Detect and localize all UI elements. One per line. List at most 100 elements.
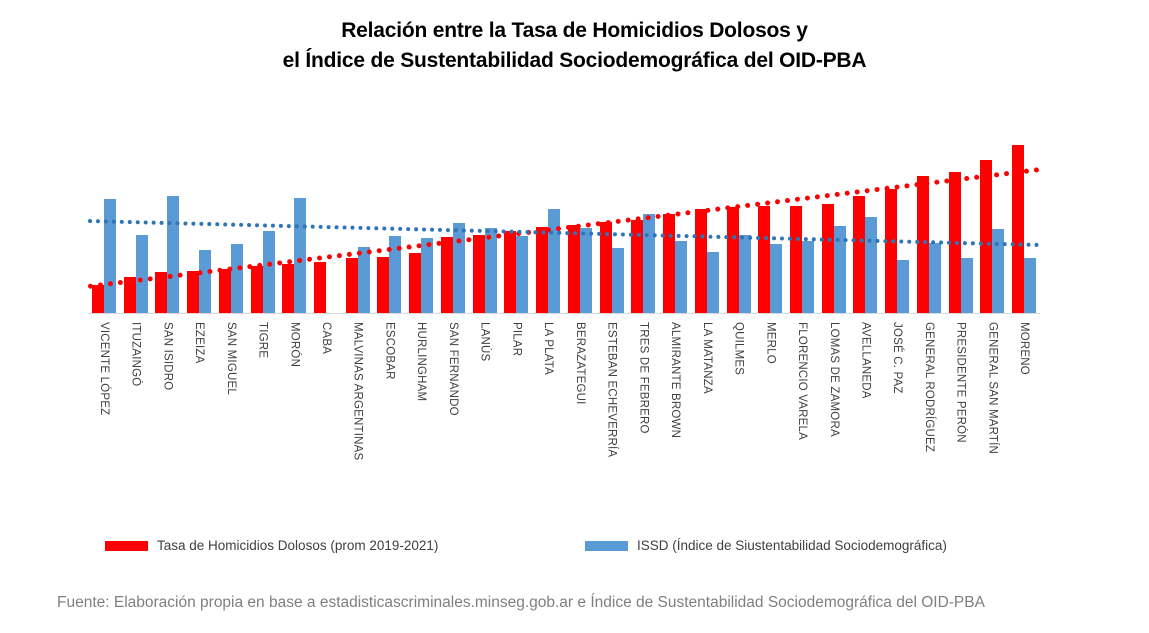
bar-homicidios — [282, 264, 295, 313]
bar-issd — [199, 250, 212, 313]
bar-homicidios — [885, 189, 898, 313]
bar-homicidios — [758, 206, 771, 313]
x-axis-label: FLORENCIO VARELA — [796, 322, 809, 441]
x-axis-label-cell: MORÓN — [278, 314, 310, 460]
bar-issd — [643, 214, 656, 313]
x-axis-label-cell: HURLINGHAM — [405, 314, 437, 460]
category-cell — [818, 130, 850, 313]
plot-area: VICENTE LÓPEZ ITUZAINGÓ SAN ISIDRO EZEIZA SA… — [87, 130, 1041, 460]
category-cell — [88, 130, 120, 313]
x-axis-label-cell: FLORENCIO VARELA — [786, 314, 818, 460]
bar-issd — [770, 244, 783, 313]
bar-homicidios — [790, 206, 803, 313]
bar-issd — [230, 244, 243, 313]
bar-issd — [135, 235, 148, 313]
category-cell — [627, 130, 659, 313]
category-cell — [183, 130, 215, 313]
bar-homicidios — [1012, 145, 1025, 313]
x-axis-label-cell: PRESIDENTE PERÓN — [945, 314, 977, 460]
x-axis-line — [88, 130, 1040, 314]
bar-homicidios — [314, 262, 326, 313]
x-axis-label-cell: ESTEBAN ECHEVERRÍA — [596, 314, 628, 460]
category-cell — [501, 130, 533, 313]
bar-issd — [103, 199, 116, 313]
category-cell — [374, 130, 406, 313]
category-cell — [850, 130, 882, 313]
x-axis-label: LA MATANZA — [700, 322, 713, 394]
bar-issd — [897, 260, 910, 313]
bar-issd — [484, 228, 497, 313]
x-axis-label: MORÓN — [288, 322, 301, 368]
bar-homicidios — [916, 176, 929, 313]
title-line-2: el Índice de Sustentabilidad Sociodemogr… — [282, 49, 867, 72]
x-axis-label: GENERAL SAN MARTÍN — [986, 322, 999, 455]
legend-label-issd: ISSD (Índice de Siustentabilidad Sociode… — [637, 538, 947, 553]
bar-homicidios — [91, 285, 104, 313]
x-axis-label: BERAZATEGUI — [573, 322, 586, 405]
source-note: Fuente: Elaboración propia en base a est… — [57, 594, 985, 611]
x-axis-label-cell: EZEIZA — [183, 314, 215, 460]
bar-homicidios — [123, 277, 136, 313]
category-cell — [1008, 130, 1040, 313]
x-axis-label-cell: AVELLANEDA — [850, 314, 882, 460]
bar-homicidios — [187, 271, 200, 313]
category-cell — [881, 130, 913, 313]
legend-item-homicidios: Tasa de Homicidios Dolosos (prom 2019-20… — [105, 538, 438, 553]
x-axis-label: MERLO — [764, 322, 777, 364]
x-axis-label-cell: PILAR — [501, 314, 533, 460]
category-cell — [659, 130, 691, 313]
x-axis-label: ITUZAINGÓ — [129, 322, 142, 387]
bar-issd — [738, 235, 751, 313]
legend-swatch-homicidios — [105, 540, 148, 551]
x-axis-label: AVELLANEDA — [859, 322, 872, 399]
x-axis-label-cell: MERLO — [754, 314, 786, 460]
bars-layer — [87, 130, 1041, 314]
x-axis-label: CABA — [320, 322, 332, 355]
category-cell — [342, 130, 374, 313]
bar-issd — [960, 258, 973, 313]
bar-issd — [706, 252, 719, 313]
bar-homicidios — [980, 160, 993, 313]
bar-issd — [865, 217, 878, 313]
bar-homicidios — [250, 266, 263, 313]
bar-homicidios — [345, 258, 358, 313]
bar-issd — [928, 243, 941, 313]
x-axis-label: QUILMES — [732, 322, 745, 376]
category-cell — [977, 130, 1009, 313]
x-axis-label-cell: LOMAS DE ZAMORA — [818, 314, 850, 460]
bar-homicidios — [409, 253, 422, 313]
bar-issd — [167, 196, 180, 313]
x-axis-label-cell: BERAZATEGUI — [564, 314, 596, 460]
bar-issd — [262, 231, 275, 313]
title-line-1: Relación entre la Tasa de Homicidios Dol… — [341, 19, 808, 42]
x-axis-label-cell: SAN FERNANDO — [437, 314, 469, 460]
bar-issd — [389, 236, 402, 313]
legend-label-homicidios: Tasa de Homicidios Dolosos (prom 2019-20… — [157, 538, 439, 553]
x-axis-label-cell: GENERAL SAN MARTÍN — [977, 314, 1009, 460]
bar-homicidios — [663, 214, 676, 313]
x-axis-label: ESCOBAR — [383, 322, 396, 380]
x-axis-label: ALMIRANTE BROWN — [669, 322, 682, 439]
bar-issd — [452, 223, 465, 313]
category-cell — [596, 130, 628, 313]
x-axis-label: SAN ISIDRO — [161, 322, 174, 391]
x-axis-label: EZEIZA — [193, 322, 206, 364]
x-axis-label: SAN MIGUEL — [224, 322, 237, 395]
bar-issd — [294, 198, 307, 313]
category-cell — [310, 130, 342, 313]
x-axis-label: JOSÉ C. PAZ — [891, 322, 904, 394]
x-axis-label: SAN FERNANDO — [446, 322, 459, 416]
x-axis-label-cell: ESCOBAR — [374, 314, 406, 460]
x-axis-labels: VICENTE LÓPEZ ITUZAINGÓ SAN ISIDRO EZEIZA SA… — [88, 314, 1040, 460]
x-axis-label: ESTEBAN ECHEVERRÍA — [605, 322, 618, 458]
x-axis-label: LANÚS — [478, 322, 491, 362]
x-axis-label-cell: LA PLATA — [532, 314, 564, 460]
x-axis-label: MORENO — [1018, 322, 1031, 375]
x-axis-label-cell: SAN ISIDRO — [151, 314, 183, 460]
bar-issd — [579, 228, 592, 313]
category-cell — [278, 130, 310, 313]
bar-homicidios — [472, 235, 485, 313]
category-cell — [437, 130, 469, 313]
bar-homicidios — [377, 257, 390, 313]
